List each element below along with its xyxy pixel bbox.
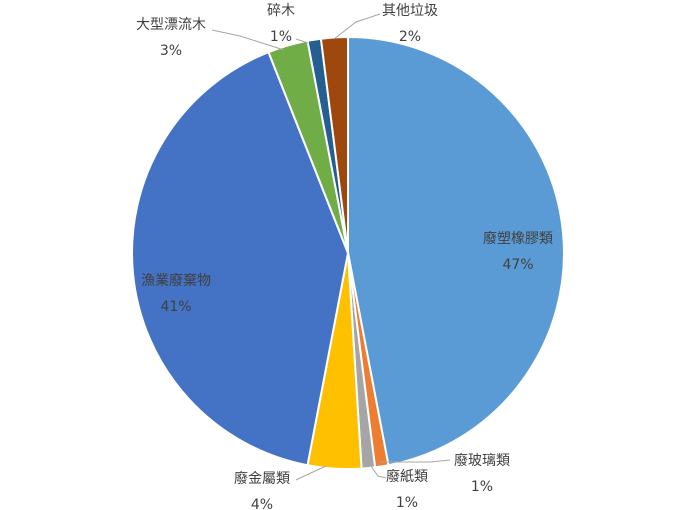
- leader-line: [333, 13, 381, 40]
- slice-percent-label: 4%: [251, 497, 273, 510]
- slice-percent-label: 1%: [471, 479, 493, 495]
- slice-percent-label: 1%: [270, 29, 292, 45]
- leader-line: [370, 465, 387, 479]
- slice-percent-label: 1%: [396, 495, 418, 510]
- leader-line: [211, 29, 285, 51]
- leader-line: [380, 459, 451, 463]
- leader-line: [295, 465, 327, 481]
- slice-percent-label: 41%: [160, 299, 191, 315]
- pie-slice: [347, 35, 565, 467]
- slice-label: 廢玻璃類: [454, 452, 510, 469]
- leader-line: [295, 38, 309, 44]
- slice-label: 大型漂流木: [136, 17, 206, 33]
- slice-percent-label: 3%: [160, 43, 182, 59]
- pie-slice: [131, 50, 350, 467]
- slice-label: 其他垃圾: [382, 3, 438, 19]
- slice-label: 廢紙類: [386, 468, 428, 485]
- pie-slice: [319, 35, 349, 254]
- slice-percent-label: 2%: [399, 29, 421, 45]
- slice-percent-label: 47%: [502, 257, 533, 273]
- slice-label: 廢金屬類: [234, 470, 290, 487]
- slice-label: 碎木: [267, 3, 295, 19]
- slice-label: 廢塑橡膠類: [483, 230, 553, 247]
- slice-label: 漁業廢棄物: [141, 272, 211, 289]
